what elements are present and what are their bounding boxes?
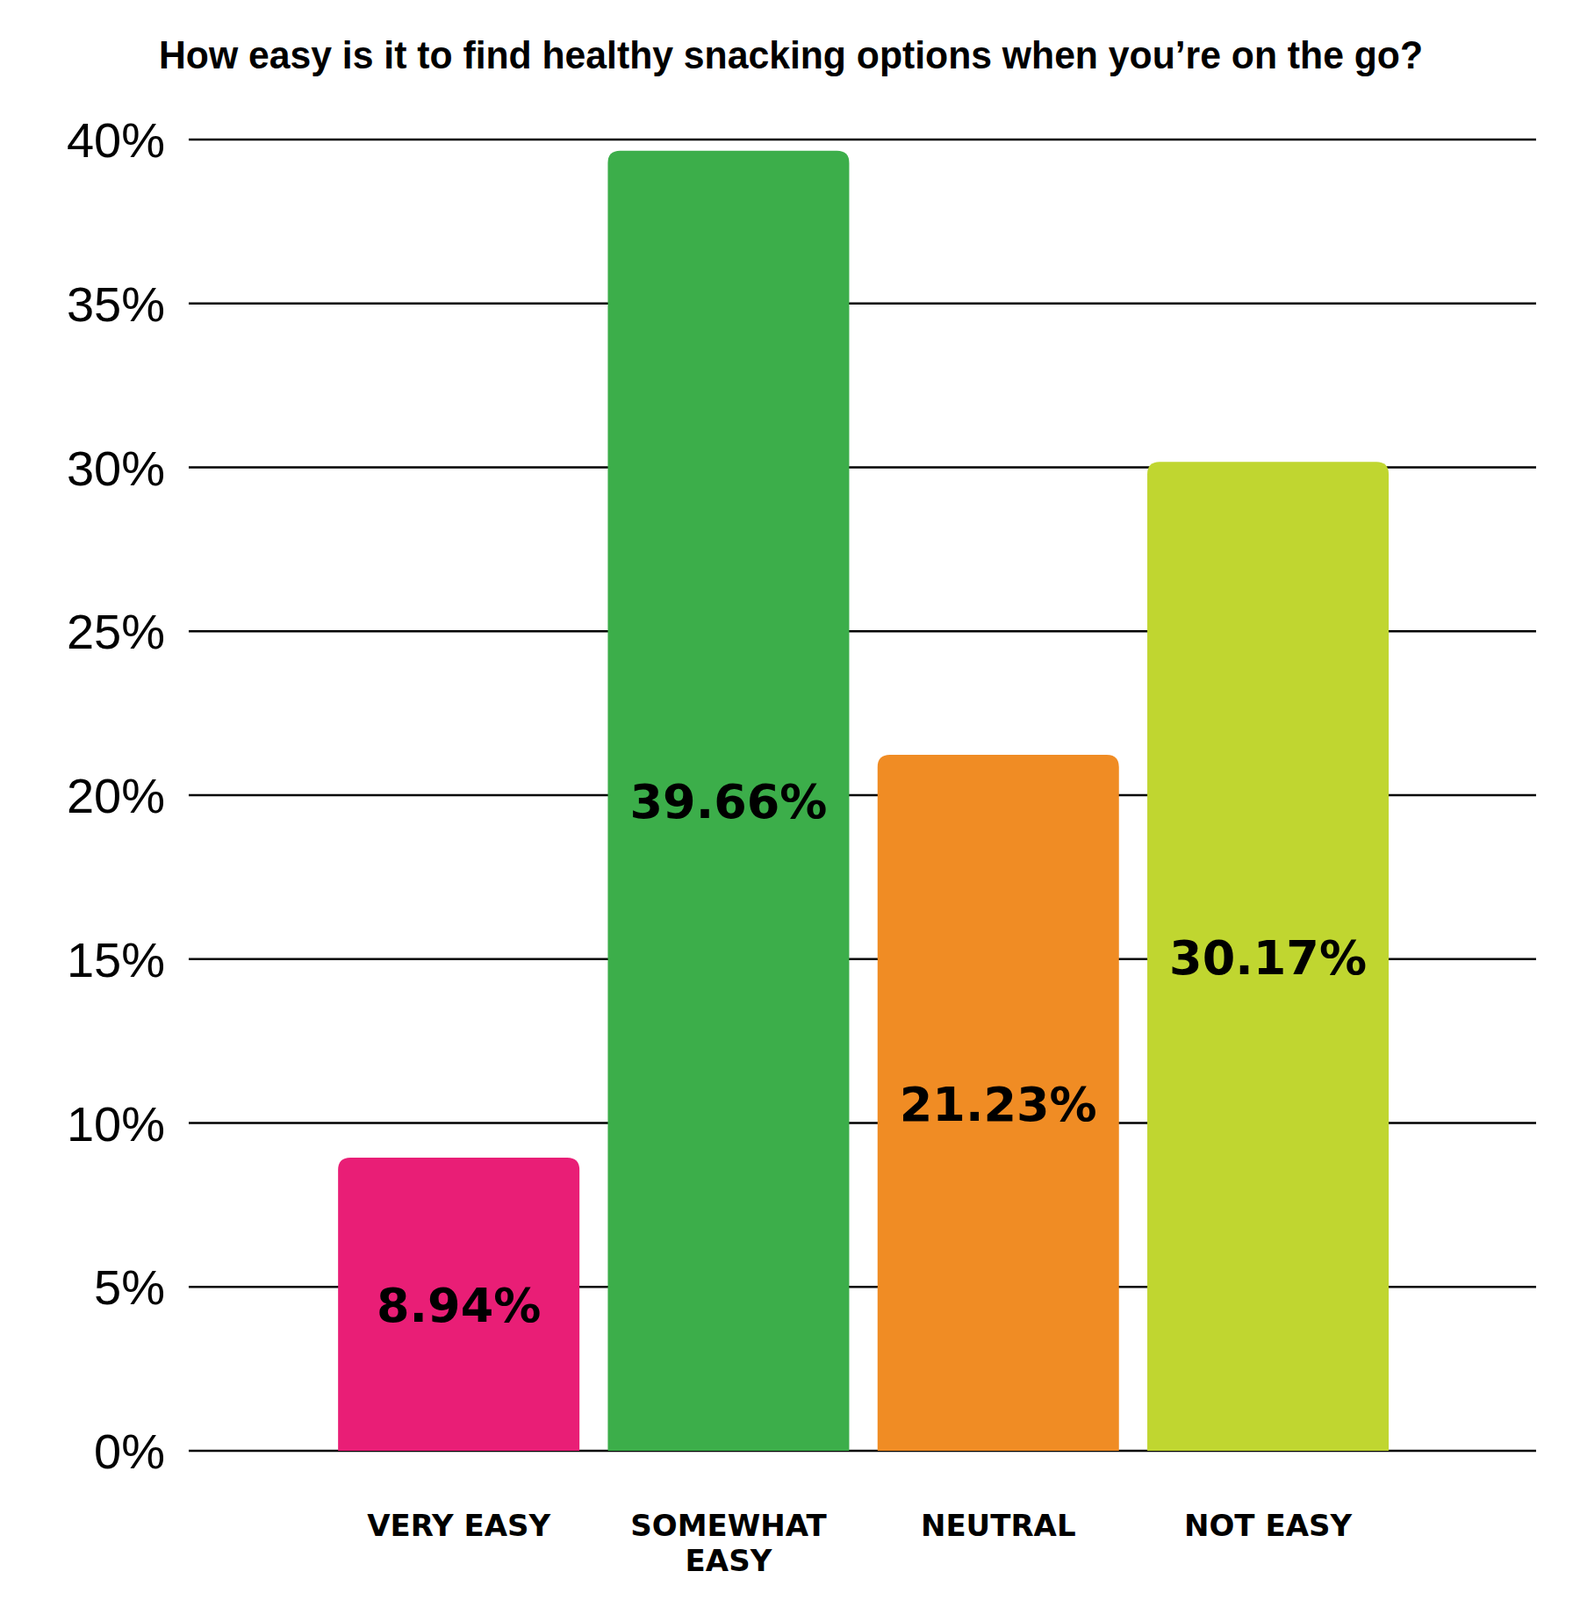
grid-line xyxy=(188,302,1537,306)
data-label: 39.66% xyxy=(629,774,827,830)
grid xyxy=(188,139,1537,1451)
chart-container: How easy is it to find healthy snacking … xyxy=(0,0,1580,1600)
y-tick-label: 10% xyxy=(66,1096,166,1152)
chart-svg: How easy is it to find healthy snacking … xyxy=(0,0,1580,1600)
y-tick-label: 30% xyxy=(66,440,166,496)
x-tick-label: SOMEWHATEASY xyxy=(630,1508,827,1579)
bars xyxy=(337,150,1389,1451)
data-label: 21.23% xyxy=(899,1077,1098,1133)
y-tick-label: 5% xyxy=(93,1259,166,1315)
grid-line xyxy=(188,138,1537,142)
y-tick-label: 35% xyxy=(66,276,166,332)
data-label: 30.17% xyxy=(1169,930,1367,986)
y-tick-label: 40% xyxy=(66,112,166,168)
labels: 8.94% VERY EASY 39.66% SOMEWHATEASY 21.23% NE… xyxy=(366,774,1367,1579)
y-tick-label: 25% xyxy=(66,603,166,660)
y-tick-label: 0% xyxy=(93,1423,166,1480)
y-tick-label: 15% xyxy=(66,932,166,988)
chart-title: How easy is it to find healthy snacking … xyxy=(158,33,1423,77)
bar xyxy=(1147,461,1389,1451)
x-tick-label: NEUTRAL xyxy=(920,1508,1077,1544)
bar xyxy=(877,754,1120,1451)
y-tick-label: 20% xyxy=(66,768,166,824)
data-label: 8.94% xyxy=(376,1278,541,1334)
bar xyxy=(337,1157,580,1451)
bar xyxy=(607,150,849,1451)
x-tick-label: NOT EASY xyxy=(1184,1508,1352,1544)
x-tick-label: VERY EASY xyxy=(366,1508,551,1544)
